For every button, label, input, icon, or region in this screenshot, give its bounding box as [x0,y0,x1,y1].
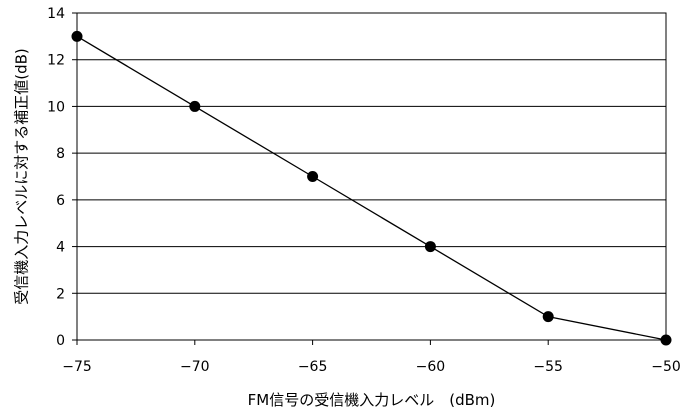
series-line [76,35,667,341]
y-axis-ticks: 0 2 4 6 8 10 12 14 [47,6,77,349]
y-tick-label: 14 [47,6,65,22]
data-point [307,171,319,182]
x-tick-label: −65 [298,359,328,375]
y-axis-title: 受信機入力レベルに対する補正値(dB) [13,48,31,305]
data-point [71,30,83,42]
series-group [71,30,672,346]
x-tick-label: −50 [651,359,681,375]
x-tick-label: −60 [416,359,446,375]
y-tick-label: 8 [56,146,65,162]
plot-area [76,12,667,341]
y-tick-label: 0 [56,333,65,349]
data-point [189,100,201,112]
x-tick-label: −70 [180,359,210,375]
y-tick-label: 6 [56,193,65,209]
data-point [660,334,672,346]
y-tick-label: 10 [47,99,65,115]
y-tick-label: 4 [56,240,65,256]
grid-lines [77,12,666,341]
data-point [424,241,436,253]
y-tick-label: 12 [47,53,65,69]
y-tick-label: 2 [56,286,65,302]
data-point [542,311,554,323]
x-axis-title: FM信号の受信機入力レベル (dBm) [248,391,496,409]
x-tick-label: −55 [533,359,563,375]
x-tick-label: −75 [62,359,92,375]
x-axis-ticks: −75 −70 −65 −60 −55 −50 [62,340,681,375]
